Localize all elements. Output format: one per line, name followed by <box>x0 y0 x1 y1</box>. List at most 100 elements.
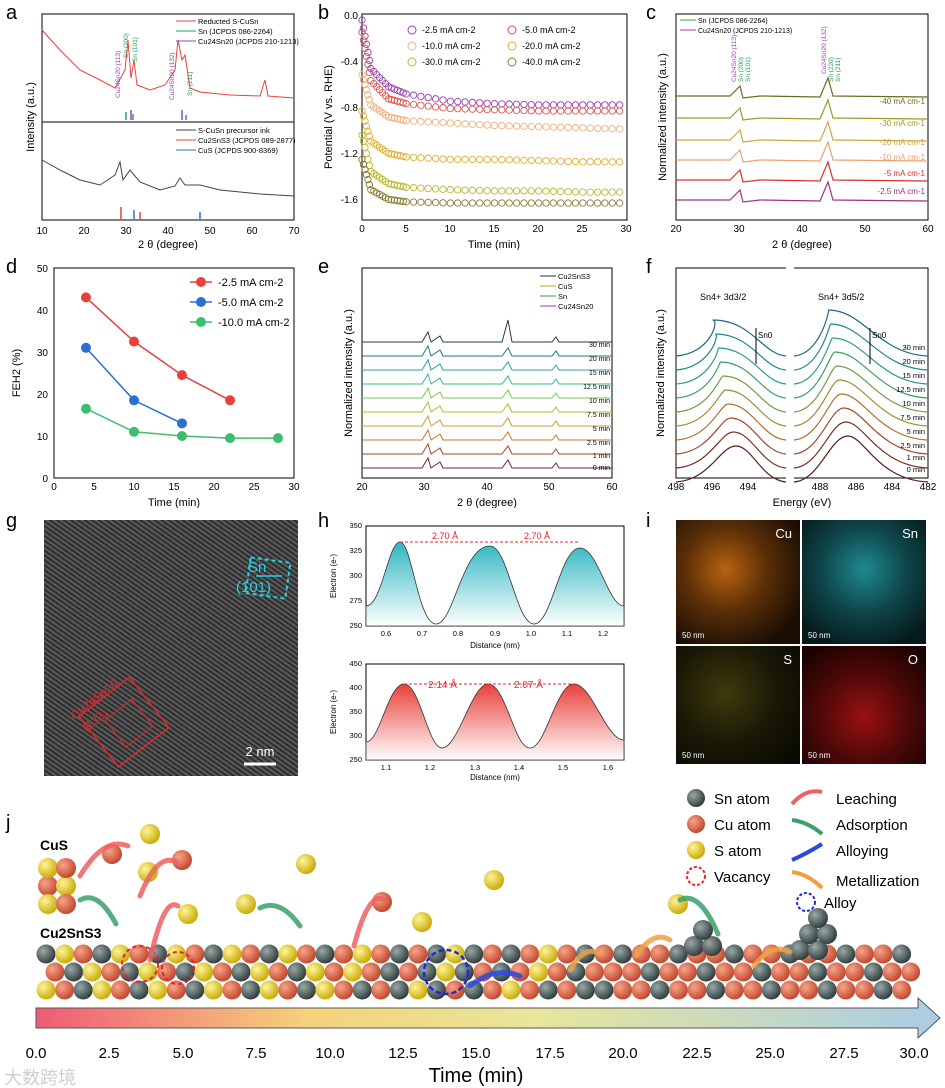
e-time-4: 10 min <box>589 398 610 405</box>
b-point <box>615 101 624 109</box>
j-process-arrow <box>77 895 119 927</box>
d-point <box>81 292 91 303</box>
j-process-arrow <box>677 895 721 937</box>
b-point <box>399 197 407 206</box>
j-atom <box>408 980 428 1000</box>
tem-sn-plane: (101) <box>236 579 271 596</box>
f-curve-left-8 <box>675 431 787 469</box>
e-legend-0: Cu2SnS3 <box>558 272 590 281</box>
b-point <box>476 99 484 107</box>
b-point <box>362 52 371 61</box>
h-bot-spacing-0: 2.14 Å <box>428 678 457 691</box>
b-point <box>402 153 410 161</box>
b-point <box>564 107 572 115</box>
f-curve-left-0 <box>675 319 787 357</box>
j-atom <box>873 980 893 1000</box>
d-point <box>273 433 283 444</box>
j-atom <box>836 944 856 964</box>
j-process-arrow <box>633 934 673 959</box>
j-tick-10: 25.0 <box>755 1045 784 1062</box>
b-point <box>586 101 594 109</box>
b-point <box>579 101 587 109</box>
j-atom <box>594 980 614 1000</box>
a-xtick-1: 20 <box>78 226 90 237</box>
eds-o-scale: 50 nm <box>808 751 831 760</box>
b-point <box>498 199 506 207</box>
j-atom <box>538 944 558 964</box>
j-atom <box>412 912 432 932</box>
f-curve-right-3 <box>793 351 929 399</box>
f-xtick-0: 498 <box>668 482 685 493</box>
b-point <box>593 158 602 166</box>
tem-sn-label: Sn <box>248 559 266 576</box>
eds-o-label: O <box>907 652 918 667</box>
c-peak-4: Sn (220) <box>828 57 835 82</box>
b-point <box>359 160 368 169</box>
j-atom <box>296 944 316 964</box>
panel-e-chart: 30 min 20 min 15 min 12.5 min 10 min 7.5… <box>343 267 618 508</box>
b-point <box>512 156 521 164</box>
b-point <box>431 198 440 207</box>
f-time-6: 5 min <box>907 427 925 436</box>
h-bot-spacing-1: 2.07 Å <box>514 678 543 691</box>
e-legend-2: Sn <box>558 292 567 301</box>
b-point <box>358 70 366 79</box>
j-atom <box>808 908 828 928</box>
b-point <box>454 119 462 128</box>
c-legend-0: Sn (JCPDS 086-2264) <box>698 18 768 25</box>
b-point <box>557 187 565 196</box>
a-legend-top-1: Sn (JCPDS 086-2264) <box>198 27 273 36</box>
b-point <box>358 155 366 164</box>
d-ytick-0: 0 <box>42 474 48 485</box>
f-curve-right-9 <box>793 435 929 483</box>
j-atom <box>892 980 912 1000</box>
b-xlabel: Time (min) <box>468 239 520 250</box>
j-atom <box>315 980 335 1000</box>
h-bot-xtick-5: 1.6 <box>603 763 613 772</box>
b-point <box>586 158 594 166</box>
j-atom <box>305 962 325 982</box>
d-point <box>129 426 139 437</box>
d-xtick-5: 25 <box>248 482 260 493</box>
panel-d-chart: 0 5 10 15 20 25 30 0 10 20 30 40 50 Time… <box>11 264 300 508</box>
j-atom <box>315 944 335 964</box>
f-curve-left-7 <box>675 417 787 455</box>
h-top-ytick-0: 250 <box>349 621 362 630</box>
j-atom <box>38 858 58 878</box>
d-xlabel: Time (min) <box>148 497 200 508</box>
j-tick-11: 27.5 <box>829 1045 858 1062</box>
j-legend-atom-0: Sn atom <box>714 791 770 808</box>
b-point <box>579 188 587 196</box>
h-top-ylabel: Electron (e-) <box>329 554 338 598</box>
b-point <box>535 156 543 165</box>
b-point <box>424 102 432 110</box>
j-atom <box>677 962 697 982</box>
b-point <box>593 107 602 115</box>
j-legend-proc-0: Leaching <box>836 791 897 808</box>
b-legend-0: -2.5 mA cm-2 <box>422 25 476 35</box>
a-legend-top-2: Cu24Sn20 (JCPDS 210-1213) <box>198 37 299 46</box>
j-atom <box>296 854 316 874</box>
e-curve-6 <box>362 414 612 427</box>
b-point <box>549 157 558 165</box>
b-point <box>454 105 462 113</box>
e-curve-0 <box>362 319 612 343</box>
b-point <box>498 122 506 130</box>
j-atom <box>389 944 409 964</box>
b-point <box>608 199 616 207</box>
j-atom <box>892 944 912 964</box>
b-point <box>557 157 565 165</box>
b-point <box>564 157 572 166</box>
b-ytick-3: -1.2 <box>341 149 359 160</box>
panel-a-label: a <box>6 2 18 24</box>
j-atom <box>73 980 93 1000</box>
f-time-8: 1 min <box>907 453 925 462</box>
b-point <box>362 149 371 158</box>
b-point <box>399 116 407 124</box>
b-point <box>454 186 462 194</box>
j-atom <box>482 944 502 964</box>
e-xtick-2: 40 <box>481 482 493 493</box>
xrd-reduced-curve <box>41 29 295 99</box>
j-atom <box>584 962 604 982</box>
b-point <box>417 184 425 192</box>
